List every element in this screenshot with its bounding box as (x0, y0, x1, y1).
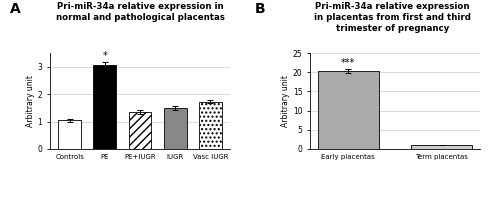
Text: ***: *** (341, 58, 355, 68)
Text: A: A (10, 2, 21, 16)
Text: B: B (255, 2, 266, 16)
Text: Pri-miR-34a relative expression in
normal and pathological placentas: Pri-miR-34a relative expression in norma… (56, 2, 224, 22)
Text: Pri-miR-34a relative expression
in placentas from first and third
trimester of p: Pri-miR-34a relative expression in place… (314, 2, 471, 33)
Bar (199, 102, 222, 149)
Bar (94, 65, 116, 149)
Bar (318, 71, 378, 149)
Bar (58, 120, 81, 149)
Bar (128, 112, 152, 149)
Y-axis label: Arbitrary unit: Arbitrary unit (281, 75, 290, 127)
Bar (164, 108, 186, 149)
Y-axis label: Arbitrary unit: Arbitrary unit (26, 75, 35, 127)
Text: *: * (102, 51, 107, 61)
Bar (412, 145, 472, 149)
